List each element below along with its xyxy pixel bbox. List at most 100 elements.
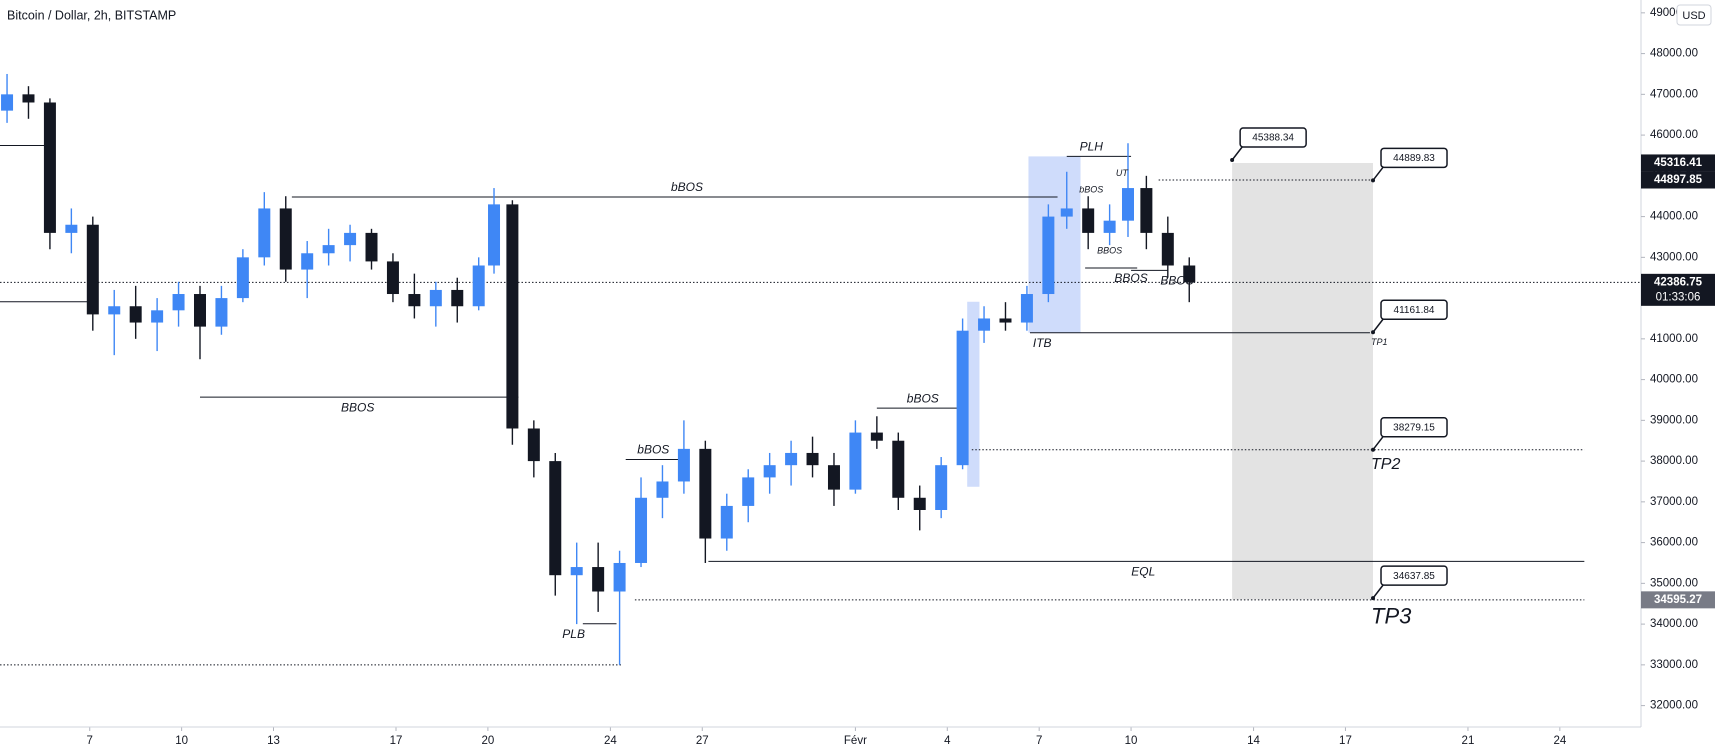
candle-body — [365, 232, 378, 262]
candle — [1060, 171, 1073, 229]
y-tick-label: 40000.00 — [1650, 374, 1698, 386]
candle — [365, 228, 378, 270]
candle — [86, 216, 99, 331]
candle-body — [172, 294, 185, 311]
candle — [22, 86, 35, 119]
structure-label: BBOS — [1114, 271, 1147, 285]
callout-pointer — [1372, 436, 1384, 451]
x-tick-label: 17 — [1339, 735, 1352, 747]
candle-body — [656, 481, 669, 498]
price-tag-text: 42386.75 — [1654, 276, 1703, 288]
candle — [236, 249, 249, 303]
candle — [785, 440, 798, 486]
x-tick-label: 10 — [1125, 735, 1138, 747]
structure-label: bBOS — [671, 180, 703, 194]
currency-button[interactable] — [1676, 4, 1712, 26]
candle — [151, 298, 164, 352]
candle — [1140, 175, 1153, 250]
price-tag-text: 34595.27 — [1654, 594, 1702, 606]
target-label: TP1 — [1371, 337, 1388, 347]
price-tag — [1641, 591, 1715, 609]
candle — [549, 452, 562, 596]
candle-body — [386, 261, 399, 295]
candle — [1020, 285, 1033, 331]
candle — [322, 228, 335, 266]
candle — [570, 542, 583, 625]
candle-body — [215, 298, 228, 327]
y-tick-label: 33000.00 — [1650, 659, 1698, 671]
callout-pointer — [1372, 318, 1384, 333]
y-tick-label: 36000.00 — [1650, 537, 1698, 549]
x-tick-label: 24 — [604, 735, 617, 747]
x-tick-label: 20 — [481, 735, 494, 747]
candle-body — [1060, 208, 1073, 217]
candle-body — [892, 440, 905, 498]
callout-text: 45388.34 — [1252, 133, 1294, 144]
candle-body — [1042, 216, 1055, 295]
structure-label: PLB — [562, 627, 585, 641]
target-label: TP2 — [1371, 456, 1400, 473]
candle — [656, 465, 669, 519]
note-label: UT — [1116, 168, 1129, 178]
candle-body — [488, 204, 501, 266]
y-tick-label: 38000.00 — [1650, 455, 1698, 467]
candle-body — [451, 289, 464, 307]
callout-pointer — [1372, 584, 1384, 599]
x-tick-label: 24 — [1553, 735, 1566, 747]
candle — [1161, 216, 1174, 278]
x-tick-label: Févr — [844, 735, 867, 747]
candle — [1, 73, 14, 123]
candle — [635, 477, 648, 568]
candle-body — [699, 448, 712, 539]
callout-box — [1380, 565, 1448, 586]
structure-label: EQL — [1131, 565, 1155, 579]
candle — [172, 281, 185, 327]
candle — [892, 432, 905, 511]
candle-body — [999, 318, 1012, 323]
y-tick-label: 41000.00 — [1650, 333, 1698, 345]
candle — [1042, 204, 1055, 303]
candle-body — [827, 465, 840, 490]
candle-body — [1161, 232, 1174, 266]
candle-body — [86, 224, 99, 315]
callout-box — [1380, 147, 1448, 169]
countdown-text: 01:33:06 — [1656, 291, 1701, 303]
candle-body — [236, 257, 249, 299]
candle-body — [549, 461, 562, 576]
candle — [488, 188, 501, 274]
candle-body — [1121, 188, 1134, 221]
candle-body — [870, 432, 883, 441]
candle-body — [1140, 188, 1153, 233]
candle — [935, 457, 948, 519]
x-tick-label: 7 — [1036, 735, 1042, 747]
candle — [429, 281, 442, 327]
structure-label: bBOS — [907, 391, 939, 405]
x-tick-label: 27 — [696, 735, 709, 747]
candle — [65, 208, 78, 254]
candle-body — [613, 562, 626, 592]
price-tag — [1641, 154, 1715, 172]
candle — [806, 436, 819, 478]
price-tag — [1641, 273, 1715, 306]
candle-body — [592, 567, 605, 592]
candle-body — [1183, 265, 1196, 283]
zone — [1232, 163, 1374, 600]
candle — [677, 420, 690, 494]
callout-text: 44889.83 — [1393, 153, 1435, 164]
candle-body — [429, 289, 442, 307]
candle-body — [849, 432, 862, 490]
candle-body — [806, 452, 819, 466]
currency-label[interactable]: USD — [1682, 10, 1705, 22]
candle-body — [472, 265, 485, 307]
chart-title: Bitcoin / Dollar, 2h, BITSTAMP — [7, 8, 176, 22]
candle — [193, 285, 206, 360]
price-tag — [1641, 171, 1715, 189]
candle — [613, 550, 626, 665]
y-tick-label: 32000.00 — [1650, 700, 1698, 712]
candle — [978, 306, 991, 343]
callout-box — [1239, 127, 1307, 148]
candle-body — [1082, 208, 1095, 233]
zone — [967, 301, 980, 487]
candle — [763, 452, 776, 494]
